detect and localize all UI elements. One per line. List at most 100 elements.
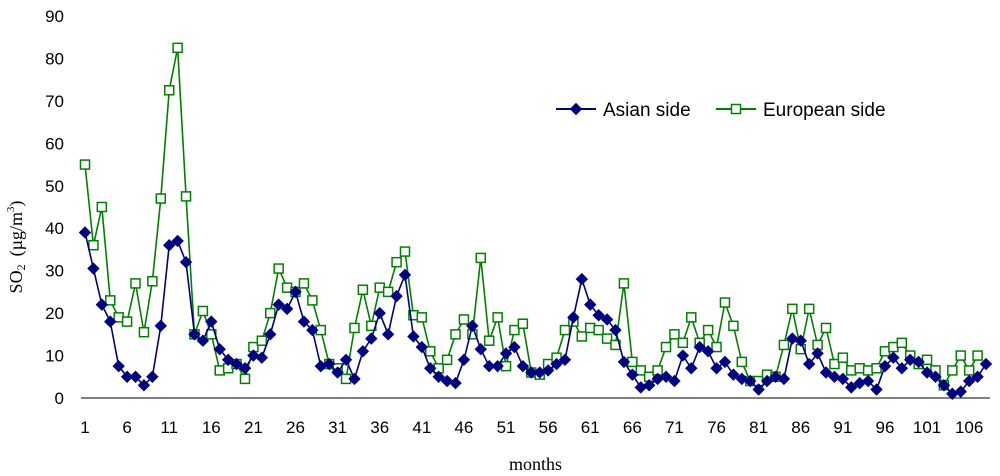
- data-point: [120, 370, 134, 383]
- data-point: [794, 334, 807, 347]
- legend-symbol: [569, 102, 583, 116]
- data-point: [374, 282, 385, 293]
- x-tick-label: 26: [286, 418, 305, 437]
- data-point: [264, 328, 277, 341]
- y-axis-title: SO2 (µg/m3): [5, 201, 28, 294]
- data-point: [711, 341, 722, 353]
- data-point: [837, 352, 849, 363]
- data-point: [686, 312, 697, 323]
- data-point: [904, 353, 917, 367]
- data-point: [920, 366, 934, 379]
- data-point: [846, 365, 857, 376]
- data-point: [146, 370, 159, 383]
- data-point: [265, 307, 276, 319]
- y-tick-label: 70: [45, 92, 64, 111]
- data-point: [600, 313, 614, 326]
- data-point: [702, 324, 714, 336]
- legend: Asian side European side: [556, 100, 886, 121]
- data-point: [508, 340, 521, 354]
- data-point: [576, 331, 588, 342]
- x-tick-label: 61: [581, 418, 600, 437]
- x-tick-label: 51: [497, 418, 516, 437]
- data-point: [306, 323, 319, 337]
- y-tick-label: 90: [45, 7, 64, 26]
- data-point: [896, 337, 908, 349]
- data-point: [525, 366, 538, 379]
- data-point: [280, 302, 294, 316]
- data-point: [887, 351, 900, 364]
- data-point: [424, 346, 436, 357]
- data-point: [541, 364, 555, 377]
- y-axis-title-unit: (µg/m: [6, 212, 27, 256]
- y-axis-ticks: 0 10 20 30 40 50 60 70 80 90: [45, 7, 64, 408]
- data-point: [440, 374, 454, 388]
- data-point: [736, 356, 748, 368]
- data-point: [197, 305, 209, 317]
- data-point: [113, 312, 124, 323]
- data-point: [517, 318, 529, 329]
- data-point: [147, 276, 158, 287]
- data-point: [213, 342, 226, 356]
- x-tick-label: 6: [122, 418, 131, 437]
- data-point: [171, 234, 184, 248]
- data-point: [398, 268, 412, 282]
- x-tick-label: 76: [707, 418, 726, 437]
- x-tick-label: 106: [955, 418, 983, 437]
- data-point: [137, 379, 151, 392]
- x-tick-label: 41: [412, 418, 431, 437]
- legend-label-european: European side: [763, 100, 886, 121]
- data-point: [272, 298, 285, 311]
- data-point: [642, 379, 656, 392]
- x-tick-label: 96: [875, 418, 894, 437]
- data-point: [509, 324, 520, 336]
- data-point: [972, 350, 983, 361]
- data-point: [382, 286, 394, 298]
- data-point: [105, 295, 116, 306]
- data-point: [760, 374, 774, 388]
- data-point: [162, 238, 176, 252]
- x-tick-label: 36: [370, 418, 389, 437]
- data-point: [492, 312, 503, 323]
- legend-label-asian: Asian side: [603, 100, 691, 121]
- data-point: [474, 342, 487, 356]
- data-point: [247, 349, 260, 362]
- data-point: [239, 373, 251, 385]
- data-point: [593, 324, 604, 336]
- data-point: [95, 298, 109, 311]
- data-point: [634, 381, 647, 394]
- data-point: [138, 326, 150, 338]
- x-tick-label: 31: [328, 418, 347, 437]
- legend-marker-asian: [569, 102, 583, 116]
- data-point: [962, 374, 976, 388]
- y-axis-title-sup: 3: [5, 206, 17, 212]
- data-point: [180, 191, 192, 202]
- data-point: [828, 370, 841, 383]
- legend-marker-european: [730, 103, 742, 115]
- data-point: [676, 349, 690, 362]
- y-tick-label: 0: [55, 389, 64, 408]
- data-point: [256, 335, 268, 346]
- data-point: [567, 311, 580, 324]
- data-point: [196, 334, 210, 347]
- data-point: [179, 255, 193, 269]
- data-point: [416, 312, 428, 323]
- data-point: [79, 159, 91, 170]
- data-point: [787, 303, 798, 315]
- data-point: [331, 366, 344, 379]
- data-point: [769, 370, 782, 383]
- data-point: [947, 365, 958, 376]
- data-point: [719, 297, 731, 308]
- data-point: [744, 374, 757, 388]
- data-point: [559, 324, 571, 336]
- x-tick-label: 71: [665, 418, 684, 437]
- x-tick-label: 56: [539, 418, 558, 437]
- data-point: [937, 379, 951, 392]
- data-point: [803, 303, 815, 315]
- data-point: [895, 362, 909, 375]
- data-point: [255, 351, 269, 364]
- data-point: [735, 372, 749, 386]
- data-point: [617, 355, 631, 369]
- data-point: [550, 357, 563, 371]
- data-point: [955, 350, 966, 361]
- data-point: [802, 357, 816, 371]
